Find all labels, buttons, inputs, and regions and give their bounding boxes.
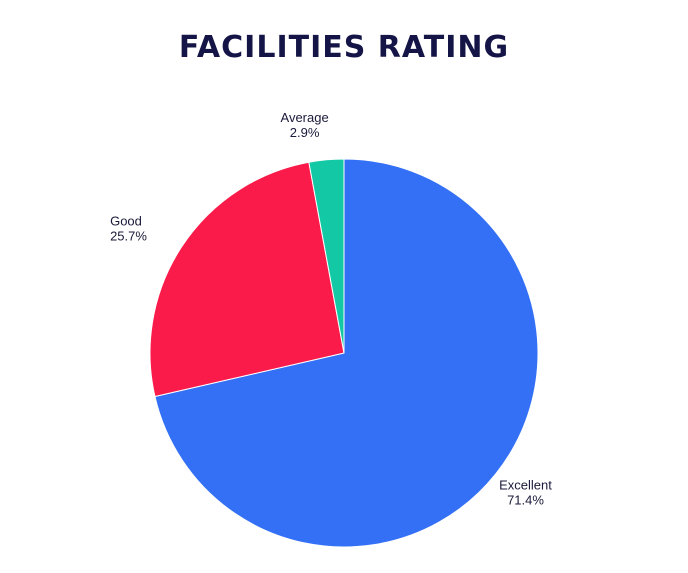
- slice-label-excellent: Excellent: [499, 477, 552, 492]
- pie-slice-excellent: [154, 158, 539, 548]
- slice-value-average: 2.9%: [290, 125, 320, 140]
- pie-slice-good: [149, 161, 345, 398]
- chart-title: FACILITIES RATING: [178, 30, 510, 65]
- slice-label-average: Average: [281, 110, 329, 125]
- pie-slice-average: [308, 158, 345, 354]
- slice-label-good: Good: [110, 214, 142, 229]
- slice-value-excellent: 71.4%: [507, 492, 544, 507]
- slice-value-good: 25.7%: [110, 229, 147, 244]
